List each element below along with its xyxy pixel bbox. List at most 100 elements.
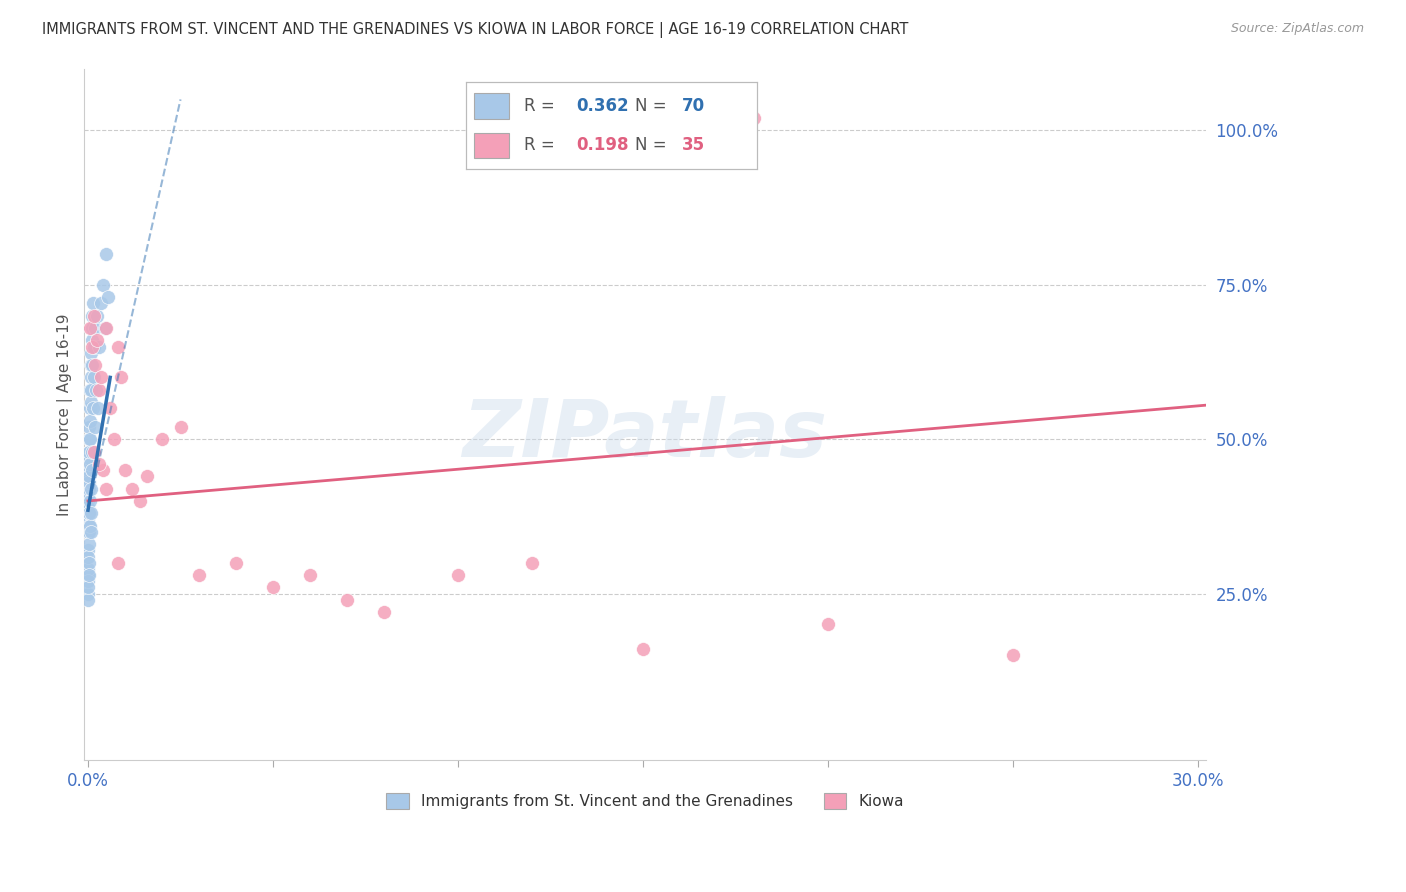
Point: [77, 574, 100, 589]
Point: [77, 568, 100, 582]
Point: [77, 482, 100, 496]
Point: [77, 469, 100, 483]
Point: [77, 524, 100, 539]
Point: [373, 605, 395, 619]
Point: [136, 469, 159, 483]
Point: [87, 401, 110, 416]
Point: [77, 450, 100, 465]
Point: [631, 642, 654, 657]
Point: [336, 592, 359, 607]
Point: [121, 482, 143, 496]
Point: [86, 309, 108, 323]
Point: [80, 506, 103, 520]
Point: [77, 549, 100, 564]
Point: [93, 321, 115, 335]
Point: [77, 432, 100, 446]
Point: [77, 556, 100, 570]
Point: [87, 457, 110, 471]
Point: [447, 568, 470, 582]
Point: [77, 562, 100, 576]
Point: [79, 506, 101, 520]
Point: [79, 469, 101, 483]
Point: [90, 296, 112, 310]
Point: [83, 321, 105, 335]
Point: [84, 419, 107, 434]
Point: [77, 488, 100, 502]
Point: [77, 518, 100, 533]
Point: [77, 581, 100, 595]
Point: [79, 383, 101, 397]
Point: [83, 309, 105, 323]
Point: [80, 321, 103, 335]
Point: [77, 500, 100, 515]
Point: [77, 537, 100, 551]
Point: [128, 494, 150, 508]
Point: [86, 334, 108, 348]
Point: [79, 518, 101, 533]
Point: [96, 321, 118, 335]
Point: [817, 617, 839, 632]
Point: [107, 556, 129, 570]
Point: [80, 358, 103, 372]
Point: [79, 401, 101, 416]
Point: [83, 444, 105, 458]
Point: [77, 475, 100, 490]
Point: [80, 358, 103, 372]
Point: [79, 457, 101, 471]
Point: [77, 524, 100, 539]
Point: [79, 482, 101, 496]
Point: [79, 395, 101, 409]
Text: ZIPatlas: ZIPatlas: [463, 396, 828, 475]
Y-axis label: In Labor Force | Age 16-19: In Labor Force | Age 16-19: [58, 313, 73, 516]
Point: [77, 506, 100, 520]
Point: [79, 432, 101, 446]
Point: [77, 506, 100, 520]
Point: [82, 296, 104, 310]
Point: [77, 463, 100, 477]
Point: [91, 463, 114, 477]
Point: [520, 556, 543, 570]
Point: [77, 518, 100, 533]
Point: [77, 592, 100, 607]
Point: [80, 524, 103, 539]
Point: [80, 334, 103, 348]
Legend: Immigrants from St. Vincent and the Grenadines, Kiowa: Immigrants from St. Vincent and the Gren…: [380, 787, 910, 815]
Point: [83, 370, 105, 384]
Point: [80, 463, 103, 477]
Point: [82, 309, 104, 323]
Point: [77, 568, 100, 582]
Point: [77, 512, 100, 526]
Point: [77, 475, 100, 490]
Point: [90, 370, 112, 384]
Point: [299, 568, 322, 582]
Point: [150, 432, 173, 446]
Point: [84, 383, 107, 397]
Point: [79, 494, 101, 508]
Point: [77, 586, 100, 600]
Point: [103, 432, 125, 446]
Point: [225, 556, 247, 570]
Point: [77, 482, 100, 496]
Point: [79, 444, 101, 458]
Point: [107, 339, 129, 353]
Point: [77, 494, 100, 508]
Point: [83, 339, 105, 353]
Point: [169, 419, 191, 434]
Point: [79, 419, 101, 434]
Point: [79, 370, 101, 384]
Point: [98, 401, 121, 416]
Point: [77, 543, 100, 558]
Point: [110, 370, 132, 384]
Point: [79, 321, 101, 335]
Point: [97, 290, 120, 304]
Point: [82, 444, 104, 458]
Point: [742, 111, 765, 125]
Text: Source: ZipAtlas.com: Source: ZipAtlas.com: [1230, 22, 1364, 36]
Point: [87, 383, 110, 397]
Point: [91, 277, 114, 292]
Point: [114, 463, 136, 477]
Point: [96, 247, 118, 261]
Point: [80, 339, 103, 353]
Point: [80, 383, 103, 397]
Point: [79, 414, 101, 428]
